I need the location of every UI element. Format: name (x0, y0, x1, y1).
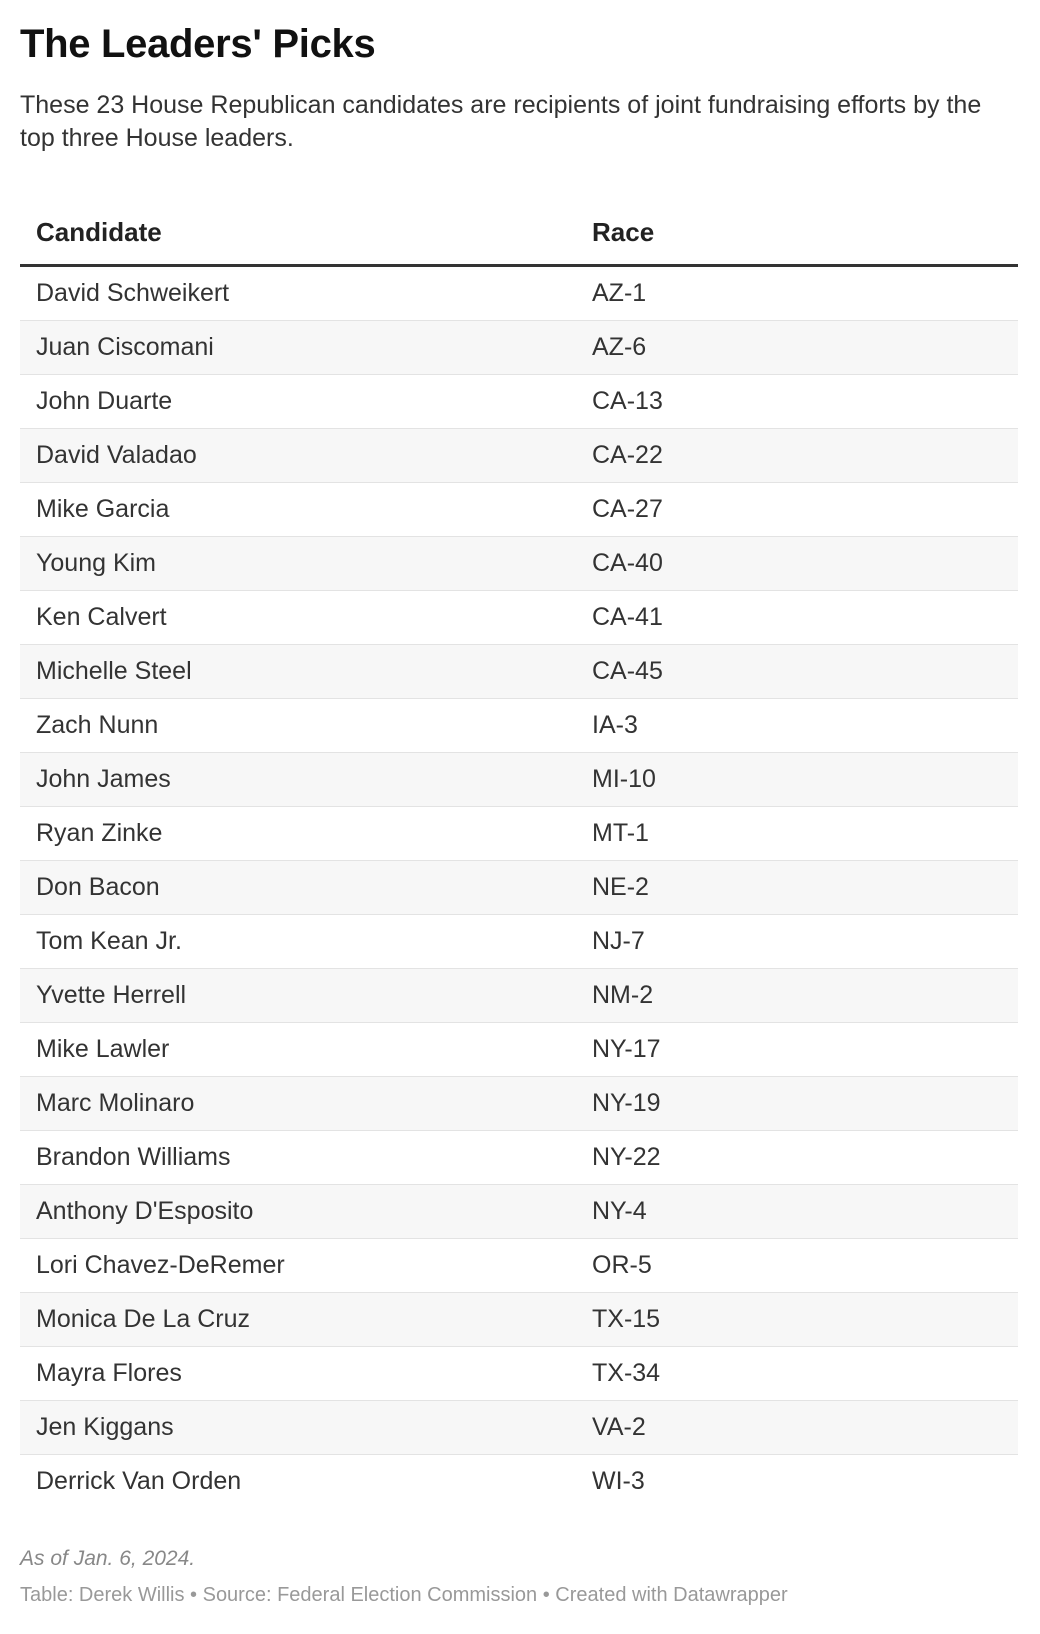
cell-race: CA-22 (576, 428, 1018, 483)
cell-race: OR-5 (576, 1238, 1018, 1293)
table-row: Mike Garcia CA-27 (20, 482, 1018, 537)
cell-race: CA-40 (576, 536, 1018, 591)
table-header: Candidate Race (20, 200, 1018, 267)
cell-race: MT-1 (576, 806, 1018, 861)
cell-candidate: Mayra Flores (20, 1346, 576, 1401)
cell-candidate: Monica De La Cruz (20, 1292, 576, 1347)
table-row: Michelle Steel CA-45 (20, 644, 1018, 699)
table-row: Monica De La Cruz TX-15 (20, 1292, 1018, 1347)
table-row: John Duarte CA-13 (20, 374, 1018, 429)
cell-race: TX-15 (576, 1292, 1018, 1347)
table-row: Jen Kiggans VA-2 (20, 1400, 1018, 1455)
table-row: Young Kim CA-40 (20, 536, 1018, 591)
footer-source: Table: Derek Willis • Source: Federal El… (20, 1584, 788, 1606)
chart-title: The Leaders' Picks (20, 22, 376, 66)
table-row: Mayra Flores TX-34 (20, 1346, 1018, 1401)
cell-candidate: Brandon Williams (20, 1130, 576, 1185)
table-body: David Schweikert AZ-1 Juan Ciscomani AZ-6 Jo… (20, 265, 1018, 1509)
cell-candidate: Mike Garcia (20, 482, 576, 537)
table-header-row: Candidate Race (20, 200, 1018, 267)
cell-candidate: Jen Kiggans (20, 1400, 576, 1455)
cell-candidate: Young Kim (20, 536, 576, 591)
cell-race: IA-3 (576, 698, 1018, 753)
table-row: Juan Ciscomani AZ-6 (20, 320, 1018, 375)
cell-candidate: Marc Molinaro (20, 1076, 576, 1131)
cell-race: NM-2 (576, 968, 1018, 1023)
table-row: Ken Calvert CA-41 (20, 590, 1018, 645)
table-row: David Valadao CA-22 (20, 428, 1018, 483)
cell-race: NY-22 (576, 1130, 1018, 1185)
cell-race: CA-27 (576, 482, 1018, 537)
cell-race: NY-4 (576, 1184, 1018, 1239)
table-row: Brandon Williams NY-22 (20, 1130, 1018, 1185)
cell-race: MI-10 (576, 752, 1018, 807)
cell-candidate: Zach Nunn (20, 698, 576, 753)
table-row: Marc Molinaro NY-19 (20, 1076, 1018, 1131)
table-row: Zach Nunn IA-3 (20, 698, 1018, 753)
cell-candidate: John James (20, 752, 576, 807)
table-row: David Schweikert AZ-1 (20, 265, 1018, 321)
cell-candidate: Lori Chavez-DeRemer (20, 1238, 576, 1293)
cell-race: NY-19 (576, 1076, 1018, 1131)
cell-race: AZ-1 (576, 265, 1018, 321)
cell-candidate: Anthony D'Esposito (20, 1184, 576, 1239)
table-row: Yvette Herrell NM-2 (20, 968, 1018, 1023)
table-row: Derrick Van Orden WI-3 (20, 1455, 1018, 1509)
table-row: Ryan Zinke MT-1 (20, 806, 1018, 861)
cell-candidate: Michelle Steel (20, 644, 576, 699)
cell-race: WI-3 (592, 1467, 645, 1495)
cell-race: NY-17 (576, 1022, 1018, 1077)
cell-race: CA-45 (576, 644, 1018, 699)
cell-race: VA-2 (576, 1400, 1018, 1455)
table-row: Mike Lawler NY-17 (20, 1022, 1018, 1077)
cell-candidate: Juan Ciscomani (20, 320, 576, 375)
table-row: Anthony D'Esposito NY-4 (20, 1184, 1018, 1239)
cell-candidate: David Valadao (20, 428, 576, 483)
cell-race: AZ-6 (576, 320, 1018, 375)
cell-candidate: Yvette Herrell (20, 968, 576, 1023)
table-row: Lori Chavez-DeRemer OR-5 (20, 1238, 1018, 1293)
cell-candidate: Don Bacon (20, 860, 576, 915)
cell-candidate: Ken Calvert (20, 590, 576, 645)
column-header-candidate[interactable]: Candidate (20, 200, 576, 267)
cell-candidate: David Schweikert (20, 265, 576, 321)
cell-race: NJ-7 (576, 914, 1018, 969)
cell-race: CA-41 (576, 590, 1018, 645)
table-row: Tom Kean Jr. NJ-7 (20, 914, 1018, 969)
cell-candidate: Ryan Zinke (20, 806, 576, 861)
cell-candidate: John Duarte (20, 374, 576, 429)
cell-race: TX-34 (576, 1346, 1018, 1401)
cell-candidate: Derrick Van Orden (36, 1467, 242, 1495)
footer-note: As of Jan. 6, 2024. (20, 1547, 196, 1570)
cell-candidate: Mike Lawler (20, 1022, 576, 1077)
cell-race: CA-13 (576, 374, 1018, 429)
chart-subtitle: These 23 House Republican candidates are… (20, 91, 982, 152)
data-table: Candidate Race David Schweikert AZ-1 Juan … (20, 200, 1018, 1508)
column-header-race[interactable]: Race (576, 200, 1018, 267)
table-row: John James MI-10 (20, 752, 1018, 807)
table-row: Don Bacon NE-2 (20, 860, 1018, 915)
cell-race: NE-2 (576, 860, 1018, 915)
cell-candidate: Tom Kean Jr. (20, 914, 576, 969)
